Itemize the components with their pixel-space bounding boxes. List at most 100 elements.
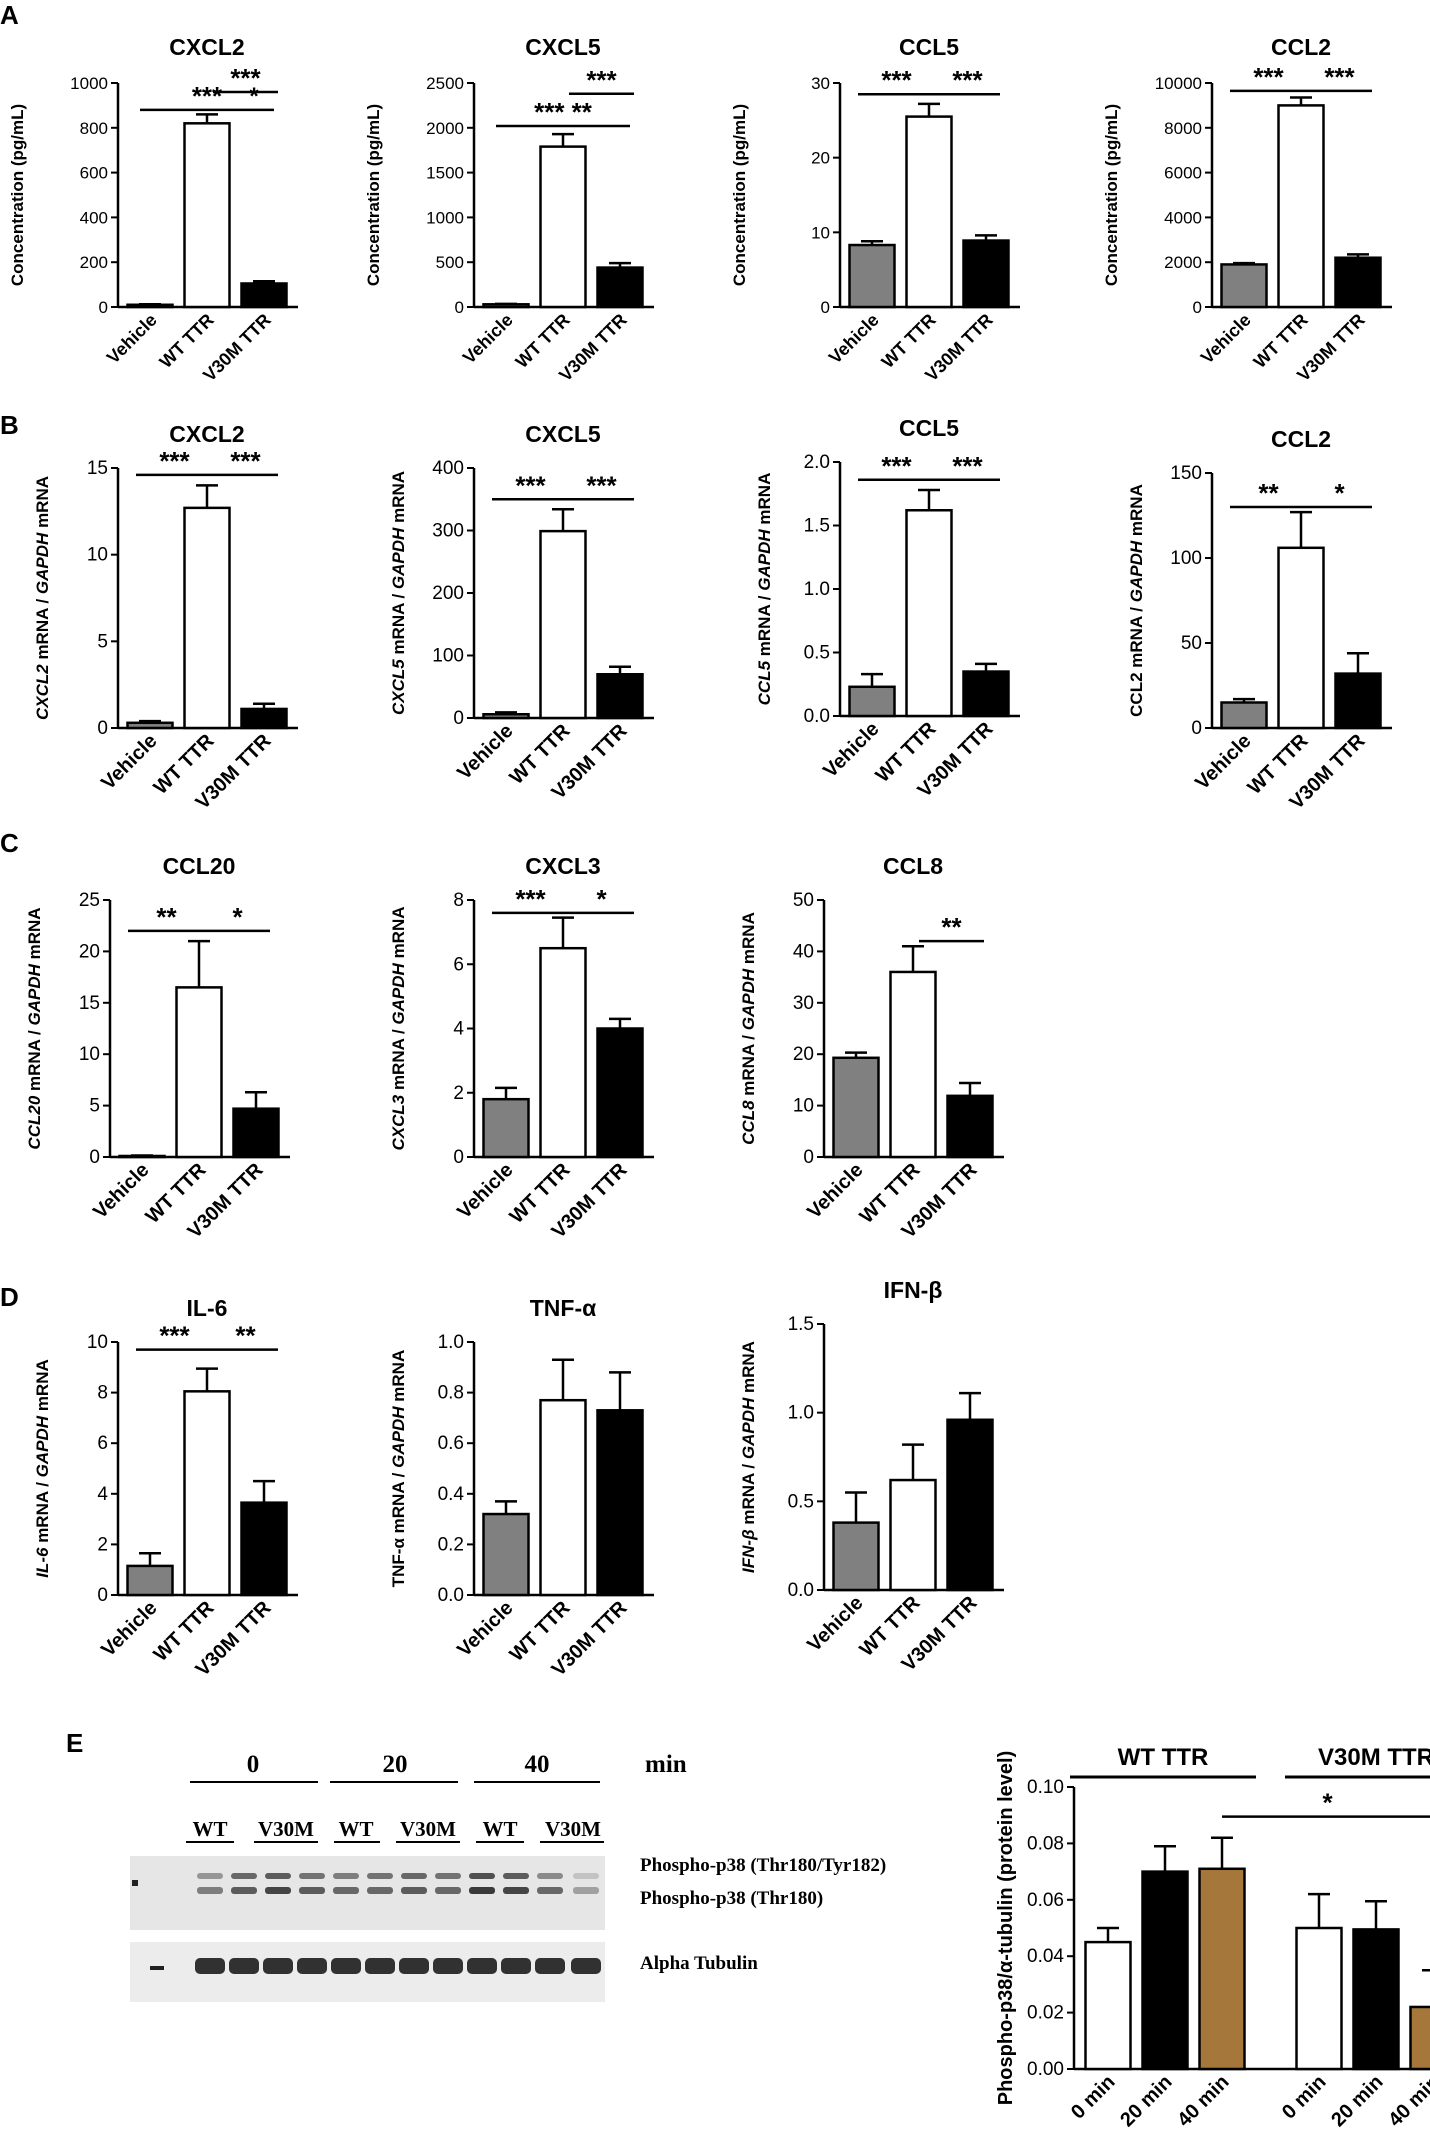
y-tick-label: 10 [79,1044,100,1065]
y-tick-label: 400 [432,458,464,479]
y-tick-label: 2 [97,1534,108,1555]
blot-band [435,1873,461,1879]
y-tick-label: 5 [89,1096,100,1117]
blot-band [503,1887,529,1894]
significance-label: *** [586,470,617,500]
y-tick-label: 0.4 [438,1484,465,1505]
y-tick-label: 1500 [426,164,464,183]
bar [1220,263,1268,309]
bar [962,670,1010,718]
y-tick-label: 1000 [426,208,464,227]
y-tick-label: 15 [79,993,100,1014]
panel-letter-b: B [0,410,19,440]
y-tick-label: 100 [1170,548,1202,569]
y-tick-label: 25 [79,890,100,911]
y-tick-label: 0.00 [1027,2059,1064,2080]
bar [596,266,644,309]
blot-band [435,1887,461,1894]
blot-marker [132,1880,138,1886]
y-tick-label: 100 [432,646,464,667]
bar [1084,1940,1132,2071]
bar [848,685,896,718]
significance-label: *** ** [534,97,593,127]
significance-label: *** [881,65,912,95]
blot-lane-v30m-20: V30M [400,1817,456,1841]
y-tick-label: 200 [80,253,108,272]
blot-band [297,1958,327,1974]
group-label: V30M TTR [1318,1744,1430,1771]
y-tick-label: 1000 [70,74,108,93]
y-axis-label: IFN-β mRNA / GAPDH mRNA [739,1341,758,1573]
blot-band [503,1873,529,1879]
bar [482,1097,530,1159]
x-tick-label: 0 min [1278,2071,1331,2124]
bar [482,1512,530,1597]
y-tick-label: 150 [1170,463,1202,484]
y-axis-label: CXCL3 mRNA / GAPDH mRNA [389,906,408,1150]
y-tick-label: 0.2 [438,1534,464,1555]
bar [539,946,587,1159]
chart-title: IL-6 [187,1295,228,1321]
y-axis-label: Concentration (pg/mL) [1102,104,1121,286]
bar [126,721,174,730]
y-tick-label: 30 [811,74,830,93]
blot-band [197,1873,223,1879]
y-axis-label: Phospho-p38/α-tubulin (protein level) [995,1751,1017,2106]
y-tick-label: 200 [432,583,464,604]
y-tick-label: 0.04 [1027,1946,1064,1967]
y-tick-label: 8000 [1164,119,1202,138]
x-tick-label: 0 min [1067,2071,1120,2124]
bar [240,282,288,309]
x-tick-label: Vehicle [459,310,517,368]
y-tick-label: 400 [80,208,108,227]
blot-band [263,1958,293,1974]
y-axis-label: TNF-α mRNA / GAPDH mRNA [389,1350,408,1587]
y-tick-label: 0.0 [438,1585,464,1606]
blot-band [469,1887,495,1894]
bar [1141,1870,1189,2071]
y-tick-label: 600 [80,164,108,183]
y-tick-label: 0 [803,1147,814,1168]
bar [946,1094,994,1159]
bar [1334,256,1382,309]
bar [240,1501,288,1597]
blot-time-unit: min [645,1751,687,1778]
y-tick-label: 10 [811,223,830,242]
y-tick-label: 0.0 [804,706,830,727]
blot-band [469,1873,495,1879]
y-tick-label: 10 [793,1096,814,1117]
x-tick-label: 40 min [1384,2071,1430,2131]
bar [539,529,587,720]
x-tick-label: 40 min [1173,2071,1233,2131]
y-tick-label: 50 [793,890,814,911]
significance-label: * [1334,478,1345,508]
blot-band [573,1887,599,1894]
bar [596,1409,644,1597]
blot-band [367,1873,393,1879]
y-tick-label: 10 [87,1332,108,1353]
bar [889,970,937,1159]
bar [183,1390,231,1597]
significance-label: *** [1253,62,1284,92]
y-tick-label: 300 [432,521,464,542]
y-tick-label: 20 [79,941,100,962]
western-blot: 0 20 40 min WT V30M WT V30M WT V30M Phos… [130,1751,886,2002]
blot-band [399,1958,429,1974]
blot-band [331,1958,361,1974]
bar [1277,104,1325,309]
y-tick-label: 2000 [426,119,464,138]
significance-label: *** [515,884,546,914]
y-tick-label: 0 [99,298,108,317]
y-tick-label: 0 [455,298,464,317]
bar [1334,672,1382,730]
y-tick-label: 0.5 [804,643,830,664]
y-axis-label: CXCL2 mRNA / GAPDH mRNA [33,476,52,720]
chart-title: CCL5 [899,415,959,441]
